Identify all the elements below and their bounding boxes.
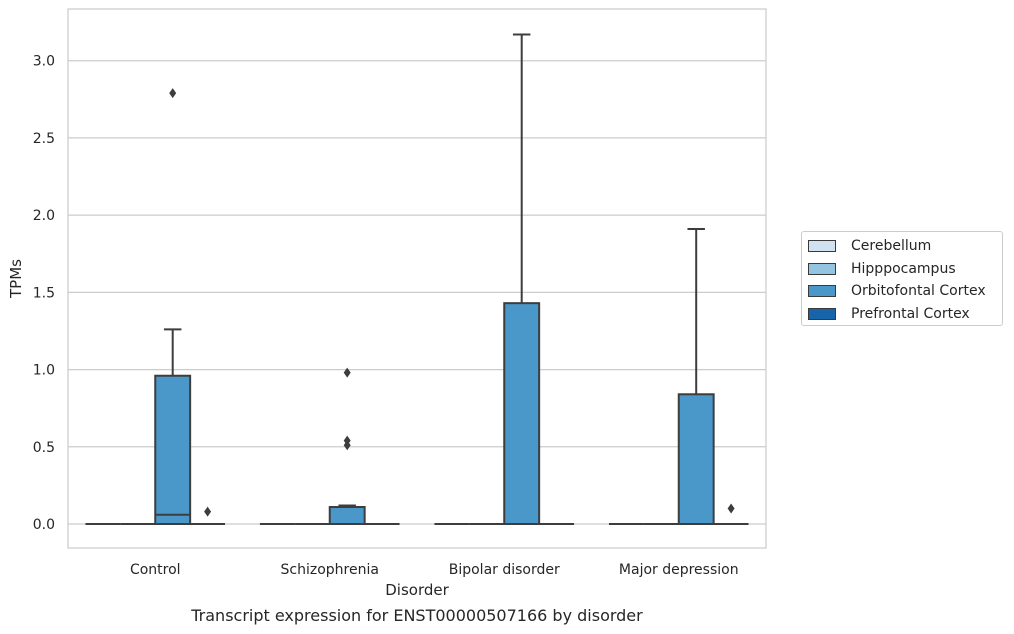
- chart-legend: Cerebellum Hipppocampus Orbitofontal Cor…: [801, 231, 1003, 326]
- box: [328, 506, 366, 525]
- plot-frame: [67, 8, 767, 549]
- figure-caption: Transcript expression for ENST0000050716…: [191, 606, 643, 625]
- x-tick-label: Bipolar disorder: [449, 562, 560, 578]
- outlier-point: [343, 435, 351, 446]
- outlier-point: [169, 88, 177, 99]
- legend-label: Orbitofontal Cortex: [851, 283, 986, 300]
- legend-label: Cerebellum: [851, 238, 932, 255]
- x-tick-label: Major depression: [619, 562, 739, 578]
- legend-label: Hipppocampus: [851, 260, 956, 277]
- outlier-point: [204, 506, 212, 517]
- y-tick-label: 3.0: [33, 54, 55, 70]
- legend-swatch: [808, 285, 836, 298]
- y-tick-label: 1.0: [33, 363, 55, 379]
- outlier-point: [343, 367, 351, 378]
- legend-label: Prefrontal Cortex: [851, 305, 970, 322]
- box: [677, 393, 715, 525]
- box: [154, 374, 192, 525]
- x-axis-ticks: Control Schizophrenia Bipolar disorder Majo…: [130, 562, 739, 578]
- x-tick-label: Schizophrenia: [281, 562, 379, 578]
- y-tick-label: 2.5: [33, 131, 55, 147]
- y-tick-label: 0.0: [33, 517, 55, 533]
- box-series: [85, 33, 749, 525]
- y-tick-label: 0.5: [33, 440, 55, 456]
- x-axis-label: Disorder: [385, 581, 449, 599]
- y-tick-label: 2.0: [33, 208, 55, 224]
- x-tick-label: Control: [130, 562, 181, 578]
- legend-item-cerebellum: Cerebellum: [808, 235, 1002, 258]
- y-axis-ticks: 0.0 0.5 1.0 1.5 2.0 2.5 3.0: [33, 54, 55, 533]
- y-axis-label: TPMs: [7, 259, 25, 299]
- box: [503, 302, 541, 525]
- legend-swatch: [808, 262, 836, 275]
- legend-item-orbitofrontal-cortex: Orbitofontal Cortex: [808, 280, 1002, 303]
- legend-item-prefrontal-cortex: Prefrontal Cortex: [808, 303, 1002, 326]
- legend-swatch: [808, 307, 836, 320]
- legend-swatch: [808, 240, 836, 253]
- legend-item-hippocampus: Hipppocampus: [808, 258, 1002, 281]
- y-tick-label: 1.5: [33, 285, 55, 301]
- outlier-point: [727, 503, 735, 514]
